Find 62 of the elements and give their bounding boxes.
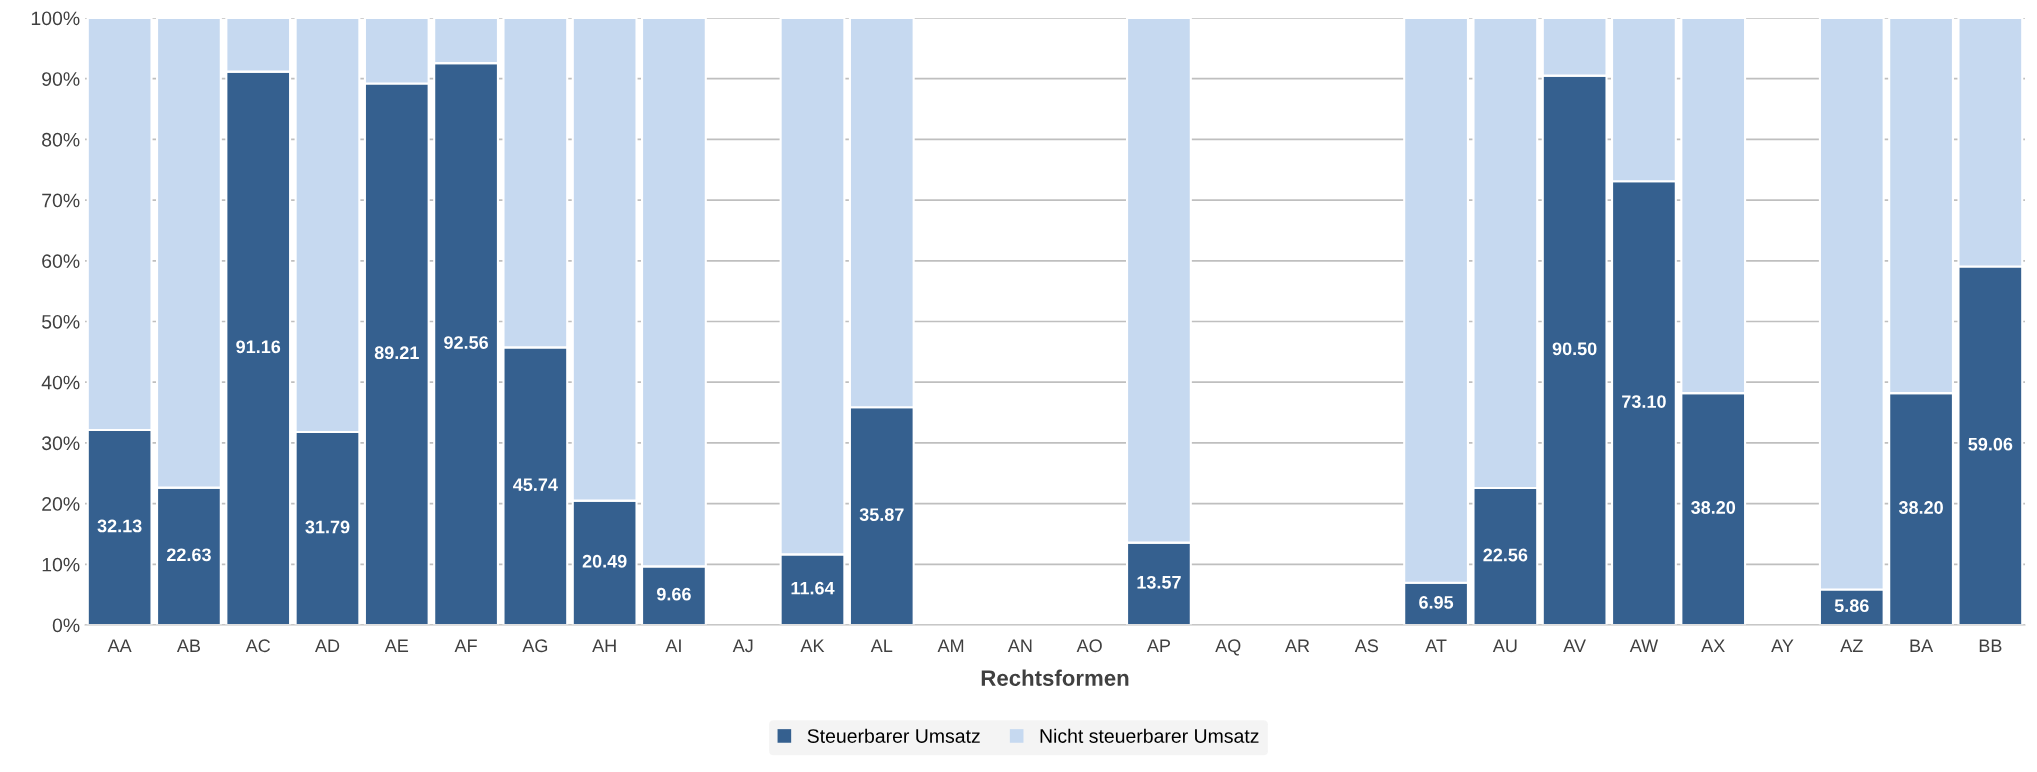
data-label: 35.87 [859,508,904,522]
data-label: 13.57 [1137,575,1181,589]
x-tick-label: AT [1425,639,1447,652]
x-tick-label: AU [1492,639,1517,653]
x-tick-label: AX [1701,639,1725,652]
data-label: 91.16 [236,340,281,354]
data-label: 59.06 [1968,437,2013,451]
x-tick-label: AP [1146,639,1171,652]
x-tick-label: AC [245,639,271,653]
data-label: 92.56 [444,336,489,349]
data-label: 32.13 [97,519,142,533]
y-tick-label: 40% [41,375,80,390]
data-label: 90.50 [1552,342,1597,356]
data-label: 11.64 [791,581,835,595]
x-tick-label: AY [1771,639,1794,652]
x-tick-label: AG [522,639,548,653]
data-label: 6.95 [1419,595,1454,609]
text: Nicht steuerbarer Umsatz [1040,728,1259,743]
x-tick-label: BB [1979,639,2002,652]
x-tick-label: AQ [1215,639,1241,656]
data-label: 22.63 [166,548,211,562]
y-tick-label: 70% [42,193,80,208]
x-tick-label: BA [1910,639,1934,652]
x-tick-label: AJ [732,639,753,653]
data-label: 38.20 [1691,501,1736,514]
data-label: 22.56 [1483,548,1528,562]
y-tick-label: 0% [52,618,80,633]
x-tick-label: AE [384,639,409,652]
y-tick-label: 10% [42,557,80,572]
y-tick-label: 100% [31,11,80,26]
x-axis-title: Rechtsformen [981,669,1129,686]
x-tick-label: AM [937,639,964,652]
x-tick-label: AL [870,639,893,652]
x-tick-label: AR [1285,639,1310,652]
data-label: 89.21 [374,346,419,360]
x-tick-label: AN [1007,639,1032,652]
y-tick-label: 30% [41,436,80,451]
x-tick-label: AS [1354,639,1378,653]
y-tick-label: 90% [42,72,80,86]
y-tick-label: 80% [42,132,80,147]
y-tick-label: 20% [42,497,80,511]
data-label: 9.66 [656,587,691,601]
data-label: 73.10 [1622,395,1666,409]
y-tick-label: 60% [42,254,80,269]
data-label: 45.74 [513,478,558,492]
x-tick-label: AB [176,639,201,652]
x-tick-label: AH [592,639,616,652]
x-tick-label: AZ [1840,639,1863,652]
x-tick-label: AW [1629,639,1659,652]
x-tick-label: AV [1563,639,1586,652]
x-tick-label: AK [800,639,825,652]
x-tick-label: AF [454,639,477,652]
data-label: 20.49 [582,554,627,568]
data-label: 5.86 [1834,599,1869,613]
x-tick-label: AI [665,639,681,652]
x-tick-label: AA [107,639,132,652]
y-tick-label: 50% [42,314,80,329]
data-label: 31.79 [305,520,350,534]
x-tick-label: AD [315,639,340,652]
data-label: 38.20 [1898,501,1943,514]
legend-label: Steuerbarer Umsatz [807,728,980,743]
x-tick-label: AO [1076,639,1102,653]
